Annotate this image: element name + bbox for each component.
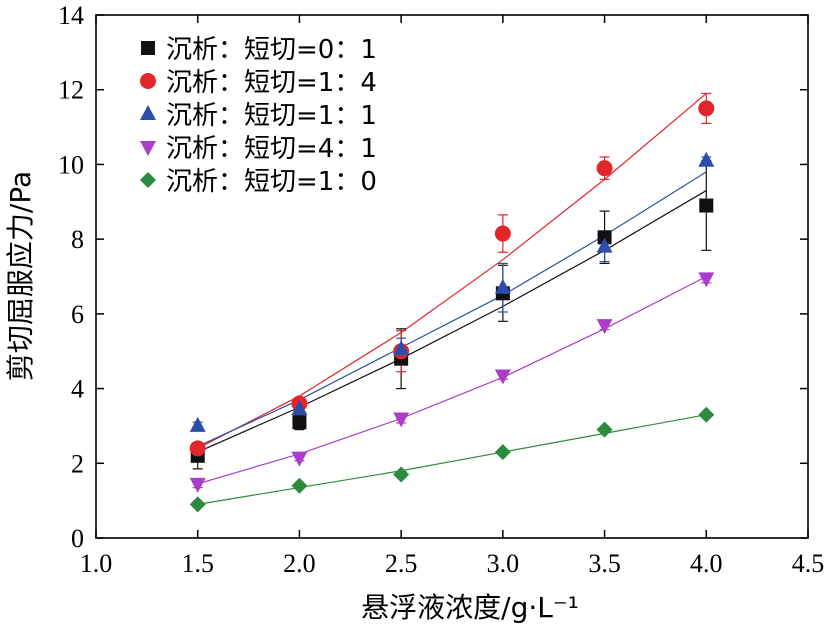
data-point-series-3	[494, 278, 511, 294]
data-point-series-4	[698, 272, 715, 288]
data-point-series-3	[393, 340, 410, 356]
x-axis-title: 悬浮液浓度/g·L⁻¹	[361, 591, 579, 624]
x-tick-label: 3.0	[487, 549, 520, 578]
y-tick-label: 10	[58, 150, 84, 179]
fit-line-series-2	[197, 92, 707, 449]
data-point-series-3	[596, 237, 613, 253]
legend-marker-5	[140, 172, 156, 188]
data-point-series-4	[596, 319, 613, 335]
data-point-series-5	[291, 477, 308, 494]
data-point-series-3	[189, 416, 206, 432]
data-point-series-5	[596, 421, 613, 438]
axis-ticks: 1.0 1.5 2.0 2.5 3.0 3.5 4.0 4.5 0 2 4 6 8 10 12 14	[58, 1, 824, 578]
x-tick-label: 2.5	[385, 549, 418, 578]
data-point-series-4	[291, 451, 308, 467]
fit-line-series-3	[197, 171, 707, 448]
legend-label-3: 沉析：短切=1：1	[166, 101, 377, 131]
legend-marker-3	[140, 105, 156, 120]
legend-label-4: 沉析：短切=4：1	[166, 134, 377, 164]
legend-marker-1	[141, 41, 155, 55]
x-tick-label: 2.0	[283, 549, 316, 578]
fit-lines	[197, 92, 707, 505]
fit-line-series-1	[197, 190, 707, 453]
x-tick-label: 1.5	[181, 549, 214, 578]
data-point-series-2	[494, 225, 511, 242]
legend-marker-4	[140, 141, 156, 156]
data-point-series-1	[292, 415, 307, 430]
data-point-series-2	[698, 100, 715, 117]
plot-frame	[95, 14, 809, 539]
x-tick-label: 3.5	[588, 549, 621, 578]
fit-line-series-4	[197, 275, 707, 485]
legend-label-5: 沉析：短切=1：0	[166, 167, 377, 197]
y-tick-label: 12	[58, 76, 84, 105]
legend-marker-2	[140, 73, 156, 89]
data-point-series-4	[189, 477, 206, 493]
data-point-series-4	[393, 412, 410, 428]
data-point-series-5	[393, 466, 410, 483]
legend-label-2: 沉析：短切=1：4	[166, 68, 377, 98]
data-point-series-3	[291, 400, 308, 416]
y-axis-title: 剪切屈服应力/Pa	[4, 171, 37, 381]
data-point-series-3	[698, 151, 715, 167]
data-point-series-4	[494, 369, 511, 385]
data-points	[189, 100, 715, 513]
legend-label-1: 沉析：短切=0：1	[166, 35, 377, 65]
data-point-series-1	[699, 198, 714, 213]
y-tick-label: 14	[58, 1, 84, 30]
data-point-series-1	[597, 230, 612, 245]
data-point-series-5	[494, 444, 511, 461]
y-tick-label: 2	[71, 449, 84, 478]
x-tick-label: 4.0	[690, 549, 723, 578]
legend: 沉析：短切=0：1沉析：短切=1：4沉析：短切=1：1沉析：短切=4：1沉析：短…	[140, 35, 377, 197]
data-point-series-5	[698, 406, 715, 423]
y-tick-label: 8	[71, 225, 84, 254]
x-tick-label: 1.0	[80, 549, 113, 578]
y-tick-label: 6	[71, 300, 84, 329]
data-point-series-2	[596, 160, 613, 177]
data-point-series-5	[189, 496, 206, 513]
y-tick-label: 4	[71, 375, 84, 404]
fit-line-series-5	[197, 414, 707, 505]
y-tick-label: 0	[71, 524, 84, 553]
x-tick-label: 4.5	[792, 549, 825, 578]
data-point-series-2	[189, 440, 206, 457]
